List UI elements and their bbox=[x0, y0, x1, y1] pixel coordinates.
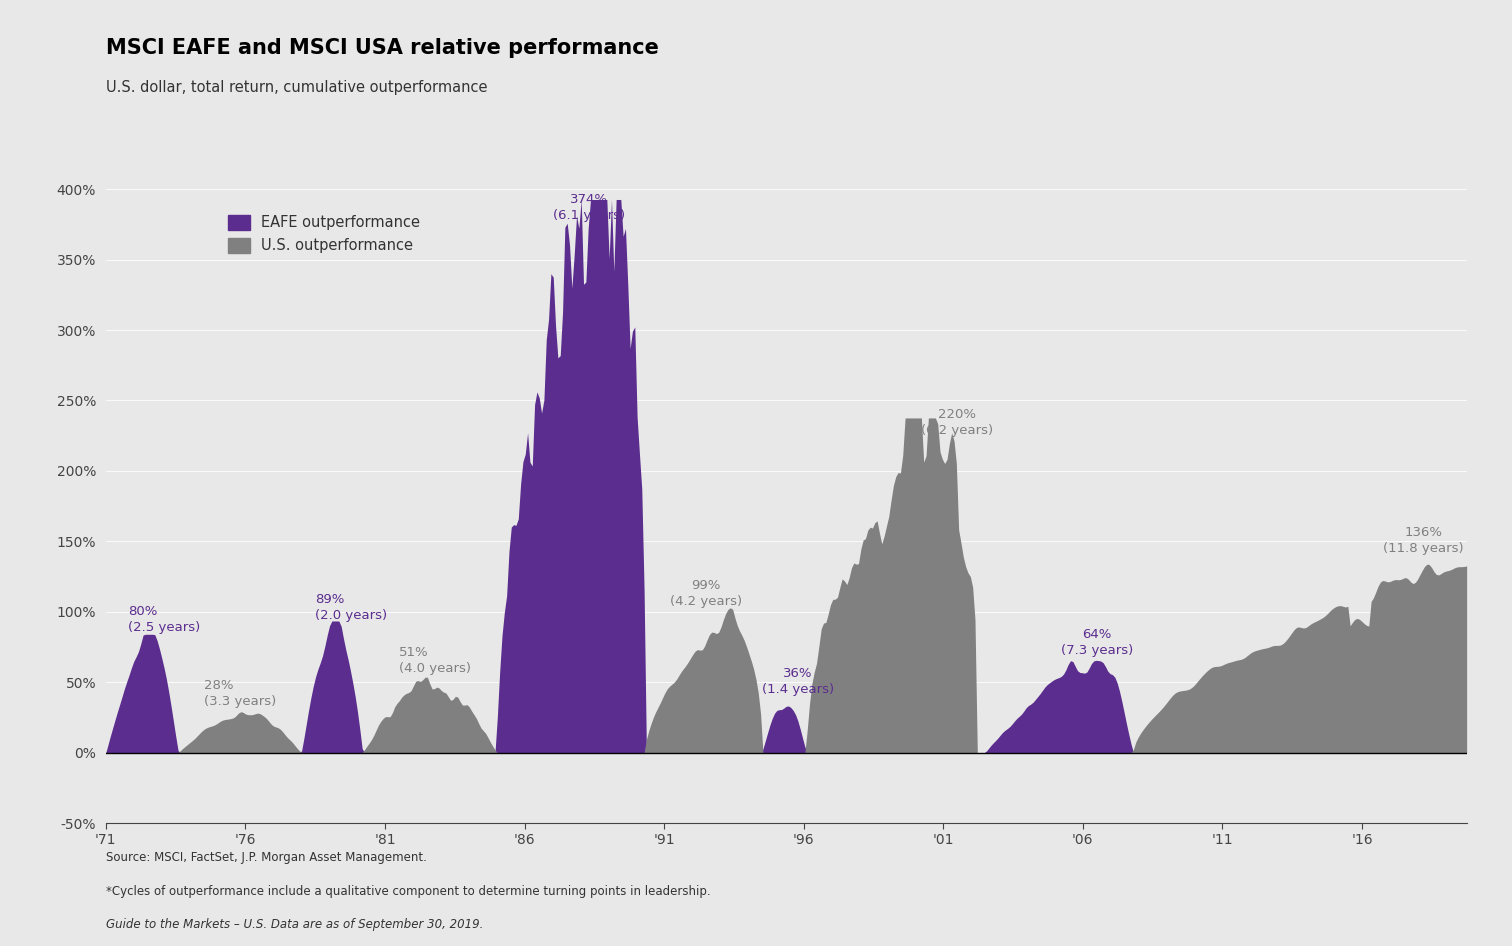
Text: 51%
(4.0 years): 51% (4.0 years) bbox=[399, 646, 470, 675]
Text: 80%
(2.5 years): 80% (2.5 years) bbox=[129, 605, 201, 634]
Text: 99%
(4.2 years): 99% (4.2 years) bbox=[670, 579, 742, 607]
Text: 28%
(3.3 years): 28% (3.3 years) bbox=[204, 678, 275, 708]
Text: 136%
(11.8 years): 136% (11.8 years) bbox=[1383, 526, 1464, 555]
Text: *Cycles of outperformance include a qualitative component to determine turning p: *Cycles of outperformance include a qual… bbox=[106, 885, 711, 898]
Text: U.S. dollar, total return, cumulative outperformance: U.S. dollar, total return, cumulative ou… bbox=[106, 80, 487, 96]
Text: 36%
(1.4 years): 36% (1.4 years) bbox=[762, 667, 835, 696]
Text: 374%
(6.1 years): 374% (6.1 years) bbox=[553, 193, 624, 221]
Text: 64%
(7.3 years): 64% (7.3 years) bbox=[1060, 628, 1132, 657]
Text: 220%
(6.2 years): 220% (6.2 years) bbox=[921, 408, 993, 437]
Legend: EAFE outperformance, U.S. outperformance: EAFE outperformance, U.S. outperformance bbox=[222, 209, 426, 259]
Text: Source: MSCI, FactSet, J.P. Morgan Asset Management.: Source: MSCI, FactSet, J.P. Morgan Asset… bbox=[106, 851, 426, 865]
Text: 89%
(2.0 years): 89% (2.0 years) bbox=[314, 592, 387, 622]
Text: Guide to the Markets – U.S. Data are as of September 30, 2019.: Guide to the Markets – U.S. Data are as … bbox=[106, 918, 484, 931]
Text: MSCI EAFE and MSCI USA relative performance: MSCI EAFE and MSCI USA relative performa… bbox=[106, 38, 659, 58]
